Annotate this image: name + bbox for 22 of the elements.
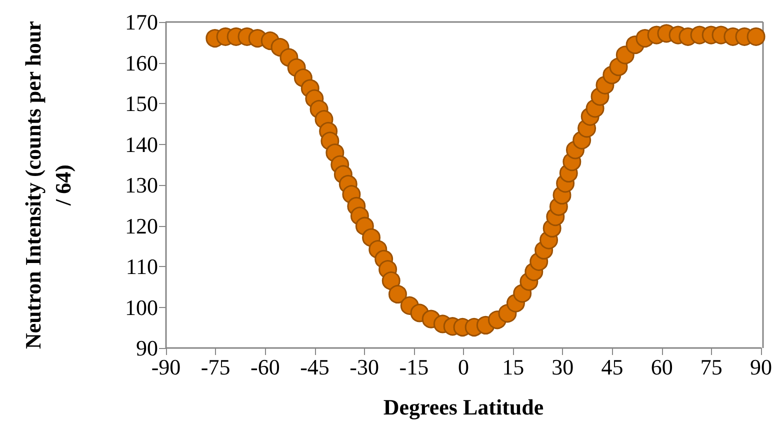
x-axis-title: Degrees Latitude: [383, 394, 544, 420]
x-tick-label: 30: [552, 354, 574, 380]
x-tick-label: -45: [300, 354, 330, 380]
y-tick-label: 100: [125, 294, 158, 320]
x-tick-label: -30: [350, 354, 379, 380]
x-tick-label: 45: [601, 354, 624, 380]
y-tick-label: 110: [126, 254, 158, 279]
x-tick-label: 90: [750, 354, 772, 380]
x-tick-label: 0: [458, 354, 469, 380]
y-tick-label: 160: [125, 50, 158, 76]
x-tick-label: 75: [700, 354, 722, 380]
x-tick-label: -75: [200, 354, 230, 380]
y-axis-title: Neutron Intensity (counts per hour/ 64): [20, 20, 76, 349]
x-tick-label: 60: [650, 354, 673, 380]
y-tick-label: 130: [125, 172, 158, 198]
y-tick-label: 120: [125, 213, 158, 238]
x-tick-label: 15: [502, 354, 524, 380]
y-tick-label: 170: [125, 10, 158, 34]
x-tick-label: -15: [399, 354, 429, 380]
y-tick-label: 140: [125, 132, 158, 157]
x-tick-label: -60: [250, 354, 280, 380]
y-tick-label: 150: [125, 91, 158, 116]
